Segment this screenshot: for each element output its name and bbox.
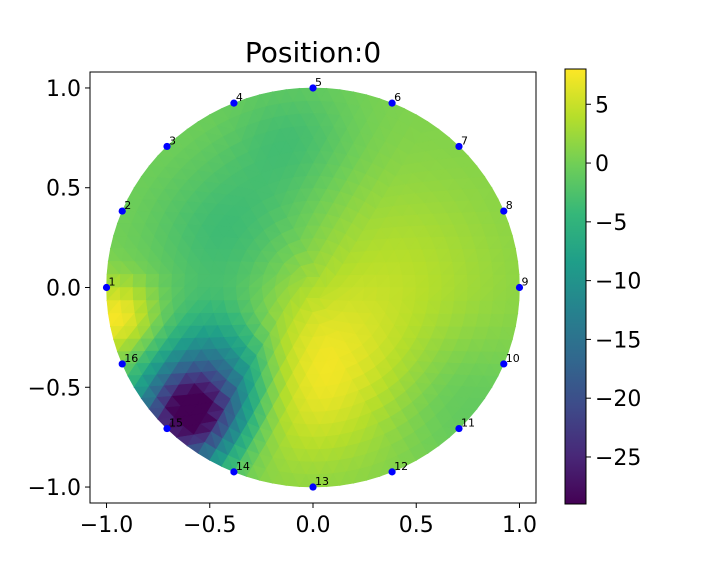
electrode-marker bbox=[500, 207, 508, 215]
mesh-triangle bbox=[375, 287, 392, 302]
mesh-triangle bbox=[492, 287, 508, 302]
electrode-marker bbox=[163, 424, 171, 433]
colorbar-tick-label: −25 bbox=[595, 446, 641, 471]
electrode-label: 8 bbox=[506, 199, 513, 212]
electrode-marker bbox=[102, 283, 111, 292]
colorbar-tick-label: −20 bbox=[595, 387, 641, 412]
electrode-marker bbox=[118, 360, 126, 368]
electrode-label: 11 bbox=[461, 417, 475, 430]
field-mesh bbox=[105, 87, 521, 488]
x-tick-label: −1.0 bbox=[80, 513, 133, 538]
mesh-triangle bbox=[428, 287, 443, 302]
y-tick-label: 0.5 bbox=[46, 177, 81, 202]
electrode-label: 3 bbox=[169, 134, 176, 147]
electrode-label: 5 bbox=[315, 76, 322, 89]
x-tick-label: 0.5 bbox=[399, 513, 434, 538]
electrode-label: 1 bbox=[109, 276, 116, 289]
mesh-triangle bbox=[505, 287, 521, 302]
colorbar-tick-label: 0 bbox=[595, 152, 609, 177]
electrode-marker bbox=[500, 360, 508, 368]
plot-area: −1.0 −0.5 0.0 0.5 1.01.00.50.0−0.5−1.0123456… bbox=[28, 71, 537, 538]
colorbar: 5 0 −5 −10 −15 −20 −25 bbox=[564, 68, 641, 505]
electrode-label: 6 bbox=[394, 91, 401, 104]
mesh-triangle bbox=[348, 287, 366, 302]
electrode-label: 15 bbox=[169, 417, 183, 430]
colorbar-tick-label: −10 bbox=[595, 270, 641, 295]
mesh-triangle bbox=[440, 287, 456, 302]
mesh-triangle bbox=[466, 287, 482, 302]
electrode-label: 16 bbox=[124, 352, 138, 365]
electrode-marker bbox=[163, 142, 171, 151]
colorbar-tick-label: −15 bbox=[595, 328, 641, 353]
electrode-label: 4 bbox=[236, 91, 243, 104]
electrode-label: 14 bbox=[236, 460, 250, 473]
mesh-triangle bbox=[453, 287, 469, 302]
electrode-marker bbox=[230, 99, 238, 107]
electrode-marker bbox=[309, 84, 317, 92]
electrode-label: 10 bbox=[506, 352, 520, 365]
electrode-label: 2 bbox=[124, 199, 131, 212]
chart-title: Position:0 bbox=[245, 36, 381, 69]
mesh-triangle bbox=[318, 287, 340, 300]
colorbar-tick-label: 5 bbox=[595, 93, 609, 118]
colorbar-tick-label: −5 bbox=[595, 211, 627, 236]
mesh-triangle bbox=[388, 287, 405, 302]
electrode-label: 12 bbox=[394, 460, 408, 473]
electrode-label: 7 bbox=[461, 134, 468, 147]
electrode-marker bbox=[388, 468, 396, 476]
electrode-marker bbox=[230, 468, 238, 476]
colorbar-gradient bbox=[564, 68, 587, 505]
electrode-marker bbox=[455, 424, 463, 433]
x-tick-label: −0.5 bbox=[183, 513, 236, 538]
y-tick-label: 0.0 bbox=[46, 277, 81, 302]
y-tick-label: 1.0 bbox=[46, 77, 81, 102]
x-tick-label: 1.0 bbox=[502, 513, 537, 538]
x-tick-label: 0.0 bbox=[296, 513, 331, 538]
electrode-marker bbox=[388, 99, 396, 107]
electrode-marker bbox=[118, 207, 126, 215]
y-tick-label: −1.0 bbox=[28, 476, 81, 501]
electrode-label: 13 bbox=[315, 475, 329, 488]
mesh-triangle bbox=[479, 287, 495, 302]
mesh-triangle bbox=[415, 287, 430, 302]
electrode-label: 9 bbox=[521, 276, 528, 289]
electrode-marker bbox=[455, 142, 463, 151]
y-tick-label: −0.5 bbox=[28, 376, 81, 401]
mesh-triangle bbox=[401, 287, 417, 302]
electrode-marker bbox=[309, 483, 317, 491]
electrode-marker bbox=[515, 283, 524, 292]
mesh-triangle bbox=[362, 287, 379, 302]
mesh-triangle bbox=[334, 287, 353, 301]
